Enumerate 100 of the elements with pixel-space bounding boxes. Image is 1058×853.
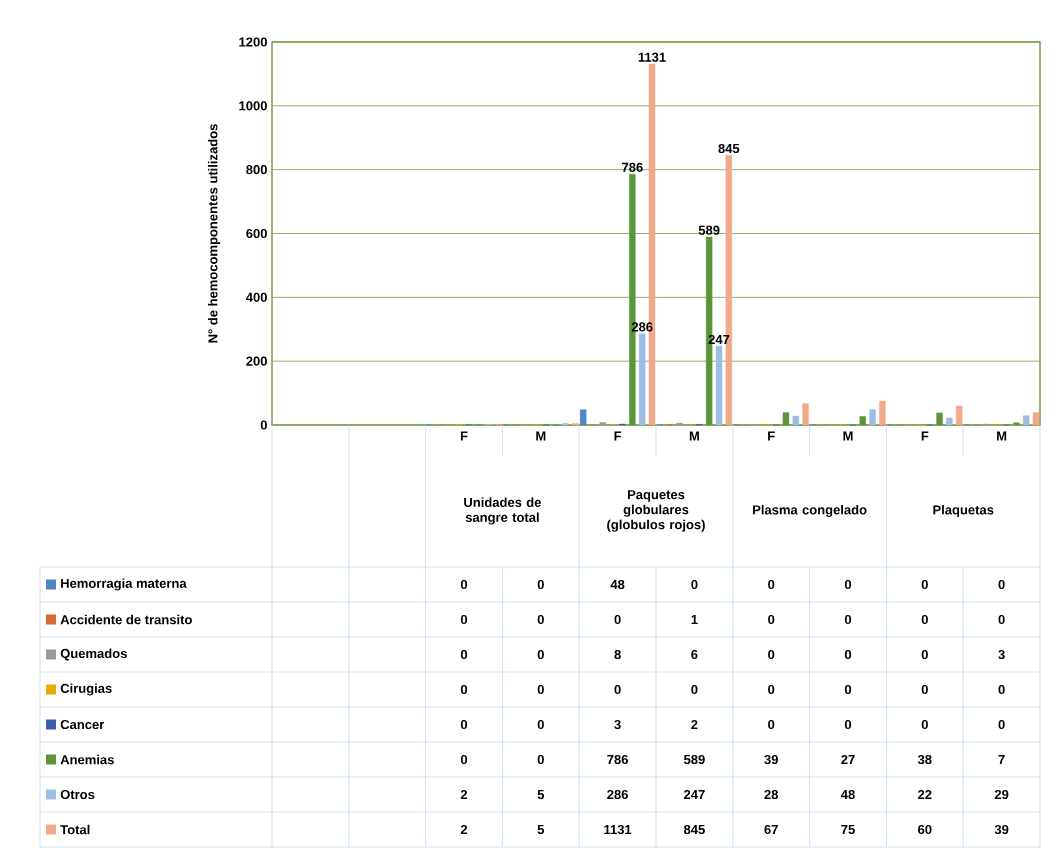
data-label: 5 bbox=[537, 789, 545, 800]
bar bbox=[869, 409, 876, 426]
data-label: 0 bbox=[460, 614, 468, 625]
data-label: 0 bbox=[691, 579, 698, 590]
data-label: 67 bbox=[764, 824, 778, 835]
legend-label: Quemados bbox=[60, 648, 127, 661]
x-tick-label: F bbox=[460, 431, 468, 441]
data-label: 0 bbox=[768, 614, 775, 625]
x-tick-label: M bbox=[843, 431, 853, 441]
bar bbox=[936, 412, 943, 426]
data-label: 0 bbox=[537, 684, 544, 695]
y-tick-label: 800 bbox=[246, 165, 267, 175]
data-label: 6 bbox=[691, 649, 698, 660]
data-label: 0 bbox=[998, 614, 1005, 625]
data-label: 2 bbox=[460, 789, 468, 800]
data-label: 0 bbox=[768, 579, 775, 590]
data-label: 1131 bbox=[604, 824, 632, 835]
annotation: 589 bbox=[698, 225, 720, 235]
data-label: 0 bbox=[614, 614, 621, 625]
data-label: 39 bbox=[994, 824, 1009, 835]
legend-label: Accidente de transito bbox=[60, 614, 192, 625]
data-label: 38 bbox=[917, 754, 932, 765]
data-label: 0 bbox=[921, 649, 928, 660]
data-label: 0 bbox=[691, 684, 698, 695]
data-label: 8 bbox=[614, 649, 621, 660]
data-label: 0 bbox=[844, 579, 852, 590]
data-label: 0 bbox=[460, 684, 468, 695]
bar bbox=[715, 345, 723, 426]
data-label: 28 bbox=[764, 789, 779, 800]
data-label: 2 bbox=[460, 824, 468, 835]
x-tick-label: M bbox=[997, 431, 1007, 441]
data-label: 0 bbox=[537, 649, 544, 660]
bar bbox=[879, 400, 886, 426]
data-label: 0 bbox=[844, 649, 852, 660]
bar bbox=[782, 412, 790, 426]
data-label: 39 bbox=[764, 754, 778, 765]
data-label: 0 bbox=[844, 684, 852, 695]
bar bbox=[802, 403, 809, 426]
data-label: 845 bbox=[683, 824, 705, 835]
data-label: 0 bbox=[537, 579, 544, 590]
data-label: 0 bbox=[537, 754, 544, 765]
legend-label: Cancer bbox=[60, 719, 105, 730]
data-label: 0 bbox=[998, 684, 1005, 695]
data-label: 2 bbox=[691, 719, 698, 730]
legend-label: Hemorragia materna bbox=[61, 578, 187, 591]
annotation: 1131 bbox=[638, 52, 666, 62]
bar bbox=[580, 409, 587, 426]
data-label: 27 bbox=[841, 754, 855, 765]
data-label: 0 bbox=[921, 684, 928, 695]
y-tick-label: 400 bbox=[245, 292, 267, 302]
legend-label: Cirugias bbox=[60, 683, 112, 696]
annotation: 845 bbox=[718, 143, 740, 154]
data-label: 0 bbox=[998, 579, 1005, 590]
text: Plasma congelado bbox=[753, 504, 867, 518]
data-label: 0 bbox=[460, 754, 468, 765]
y-tick-label: 1000 bbox=[239, 101, 267, 111]
data-label: 0 bbox=[768, 719, 775, 730]
data-label: 3 bbox=[614, 719, 621, 730]
bar bbox=[1022, 415, 1030, 426]
bar bbox=[599, 422, 607, 426]
y-tick-label: 200 bbox=[246, 356, 267, 366]
data-label: 60 bbox=[918, 824, 932, 835]
data-label: 0 bbox=[614, 684, 621, 695]
data-label: 0 bbox=[844, 614, 852, 625]
data-label: 7 bbox=[998, 755, 1005, 764]
data-label: 75 bbox=[841, 824, 855, 835]
data-label: 286 bbox=[607, 789, 628, 800]
bar bbox=[792, 415, 799, 426]
data-label: 0 bbox=[921, 579, 928, 590]
data-label: 3 bbox=[998, 649, 1005, 660]
data-label: 0 bbox=[768, 684, 775, 695]
y-tick-label: 1200 bbox=[239, 37, 267, 47]
data-label: 5 bbox=[537, 824, 545, 835]
data-label: 786 bbox=[607, 754, 628, 765]
bar bbox=[638, 333, 646, 426]
data-label: 0 bbox=[921, 719, 928, 730]
data-label: 0 bbox=[921, 614, 928, 625]
legend-label: Total bbox=[60, 824, 90, 835]
x-tick-label: F bbox=[614, 431, 622, 441]
data-label: 0 bbox=[537, 614, 544, 625]
data-label: 0 bbox=[460, 579, 468, 590]
x-tick-label: M bbox=[536, 431, 546, 441]
text: Plaquetas bbox=[933, 504, 994, 518]
bar bbox=[1032, 412, 1040, 426]
legend-label: Anemias bbox=[60, 754, 114, 765]
y-tick-label: 600 bbox=[246, 228, 267, 239]
data-label: 247 bbox=[684, 789, 705, 800]
data-label: 0 bbox=[844, 719, 852, 730]
y-tick-label: 0 bbox=[260, 420, 267, 430]
x-tick-label: M bbox=[689, 431, 699, 441]
data-label: 589 bbox=[683, 754, 705, 765]
data-label: 0 bbox=[460, 719, 468, 730]
data-label: 29 bbox=[994, 789, 1009, 800]
bar bbox=[859, 416, 866, 426]
bar bbox=[956, 405, 963, 426]
text: Unidades de sangre total bbox=[464, 497, 541, 525]
text: Paquetes globulares (globulos rojos) bbox=[607, 490, 705, 532]
data-label: 0 bbox=[768, 649, 775, 660]
bar bbox=[1013, 422, 1020, 426]
data-label: 0 bbox=[537, 719, 544, 730]
